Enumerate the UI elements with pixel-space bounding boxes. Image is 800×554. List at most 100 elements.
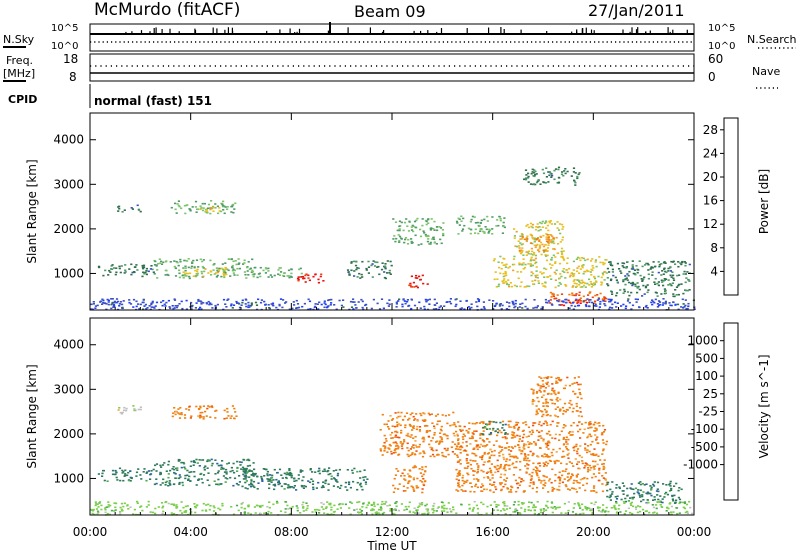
noise-tick-bottom-right: 10^0 bbox=[708, 41, 735, 52]
velocity-cell bbox=[639, 510, 642, 513]
velocity-cell bbox=[411, 426, 415, 428]
power-cell bbox=[415, 285, 418, 287]
velocity-cell bbox=[672, 511, 675, 513]
velocity-cell bbox=[451, 451, 454, 453]
power-cell bbox=[540, 307, 543, 310]
power-cell bbox=[467, 306, 470, 308]
power-cell bbox=[215, 276, 218, 278]
power-cell bbox=[330, 302, 333, 304]
power-cell bbox=[504, 264, 507, 266]
power-cell bbox=[604, 304, 607, 307]
velocity-cell bbox=[201, 481, 204, 484]
power-cell bbox=[669, 304, 672, 307]
velocity-cell bbox=[406, 442, 409, 445]
power-cell bbox=[277, 269, 280, 271]
power-cell bbox=[549, 241, 552, 243]
velocity-cell bbox=[393, 513, 396, 516]
velocity-cell bbox=[433, 455, 436, 458]
power-cell bbox=[190, 267, 193, 269]
power-cell bbox=[549, 291, 552, 294]
velocity-cell bbox=[495, 468, 498, 471]
power-cell bbox=[285, 301, 288, 303]
velocity-cell bbox=[146, 471, 149, 473]
power-cell bbox=[684, 289, 688, 292]
velocity-cell bbox=[283, 472, 286, 475]
velocity-cell bbox=[483, 476, 486, 479]
velocity-cell bbox=[288, 474, 291, 476]
velocity-cell bbox=[577, 376, 580, 378]
velocity-cell bbox=[522, 436, 525, 439]
velocity-cell bbox=[182, 461, 185, 464]
power-cell bbox=[547, 236, 550, 239]
velocity-cell bbox=[495, 503, 498, 506]
power-cell bbox=[205, 211, 208, 214]
power-cell bbox=[237, 258, 240, 260]
power-cell bbox=[597, 297, 600, 299]
power-cell bbox=[594, 280, 598, 282]
power-cell bbox=[671, 282, 674, 284]
velocity-cell bbox=[390, 419, 394, 421]
velocity-cell bbox=[408, 501, 411, 504]
power-cell bbox=[574, 299, 577, 302]
velocity-cell bbox=[445, 434, 448, 437]
power-cell bbox=[558, 299, 561, 301]
power-cell bbox=[539, 183, 542, 185]
velocity-cell bbox=[324, 482, 327, 485]
velocity-cell bbox=[465, 445, 468, 447]
power-cell bbox=[572, 171, 575, 173]
power-cell bbox=[264, 272, 267, 274]
velocity-cell bbox=[443, 510, 446, 512]
velocity-cell bbox=[197, 408, 201, 410]
velocity-cell bbox=[659, 495, 662, 497]
velocity-cell bbox=[270, 481, 273, 483]
velocity-cell bbox=[578, 421, 581, 423]
velocity-cell bbox=[638, 494, 641, 497]
power-cell bbox=[398, 239, 401, 242]
velocity-cell bbox=[287, 485, 290, 488]
power-cell bbox=[688, 280, 691, 282]
power-cell bbox=[573, 180, 576, 183]
velocity-cell bbox=[598, 422, 601, 424]
velocity-cell bbox=[162, 510, 165, 513]
velocity-cell bbox=[147, 500, 150, 503]
velocity-cell bbox=[240, 468, 243, 470]
power-cell bbox=[514, 305, 517, 308]
power-cell bbox=[442, 222, 445, 224]
velocity-cell bbox=[679, 501, 682, 504]
power-cell bbox=[278, 303, 281, 306]
power-cell bbox=[498, 215, 501, 218]
velocity-cell bbox=[113, 510, 116, 512]
power-cell bbox=[517, 245, 521, 247]
power-cell bbox=[566, 257, 569, 259]
velocity-cell bbox=[540, 377, 543, 379]
power-cell bbox=[668, 302, 671, 304]
velocity-cell bbox=[348, 507, 351, 509]
power-cell bbox=[128, 268, 131, 270]
velocity-cell bbox=[593, 430, 596, 432]
velocity-cell bbox=[359, 508, 362, 511]
power-cell bbox=[91, 308, 94, 311]
power-cell bbox=[165, 269, 168, 272]
velocity-cell bbox=[636, 511, 639, 514]
velocity-cell bbox=[486, 428, 489, 430]
velocity-cell bbox=[595, 491, 598, 494]
velocity-cell bbox=[457, 481, 460, 484]
velocity-cell bbox=[372, 509, 375, 511]
power-cell bbox=[644, 264, 647, 266]
velocity-cell bbox=[222, 475, 225, 477]
power-cell bbox=[193, 266, 196, 269]
power-cell bbox=[609, 300, 612, 303]
velocity-cell bbox=[394, 448, 397, 451]
power-cell bbox=[502, 221, 505, 224]
velocity-cell bbox=[250, 478, 253, 481]
power-cell bbox=[550, 278, 553, 280]
power-cell bbox=[222, 270, 225, 272]
power-cell bbox=[509, 282, 512, 284]
velocity-cell bbox=[408, 510, 412, 513]
velocity-cell bbox=[536, 486, 539, 489]
power-cell bbox=[416, 286, 419, 289]
velocity-cell bbox=[210, 458, 213, 461]
velocity-cell bbox=[266, 470, 269, 473]
power-cell bbox=[671, 271, 674, 273]
power-cell bbox=[546, 276, 549, 278]
